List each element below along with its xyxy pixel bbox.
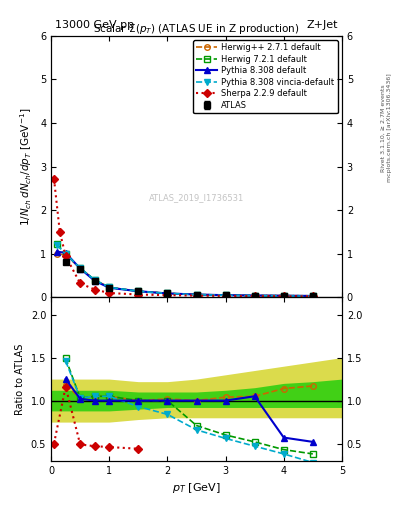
Herwig++ 2.7.1 default	[165, 290, 170, 296]
Pythia 8.308 vincia-default	[55, 242, 59, 248]
Pythia 8.308 vincia-default	[165, 290, 170, 296]
Herwig 7.2.1 default	[55, 241, 59, 247]
Sherpa 2.2.9 default	[57, 229, 62, 235]
Sherpa 2.2.9 default	[310, 293, 315, 300]
Line: Sherpa 2.2.9 default: Sherpa 2.2.9 default	[51, 176, 316, 299]
Pythia 8.308 default	[194, 291, 199, 297]
Pythia 8.308 default	[63, 250, 68, 256]
Sherpa 2.2.9 default	[136, 291, 141, 297]
Herwig++ 2.7.1 default	[136, 288, 141, 294]
Herwig 7.2.1 default	[252, 292, 257, 298]
Pythia 8.308 vincia-default	[78, 265, 83, 271]
Title: Scalar $\Sigma(p_T)$ (ATLAS UE in Z production): Scalar $\Sigma(p_T)$ (ATLAS UE in Z prod…	[93, 22, 300, 36]
Y-axis label: Ratio to ATLAS: Ratio to ATLAS	[15, 344, 25, 415]
Sherpa 2.2.9 default	[92, 286, 97, 292]
Herwig++ 2.7.1 default	[223, 292, 228, 298]
Herwig 7.2.1 default	[165, 290, 170, 296]
Pythia 8.308 default	[281, 293, 286, 299]
Herwig 7.2.1 default	[78, 265, 83, 271]
Pythia 8.308 default	[78, 266, 83, 272]
Pythia 8.308 default	[252, 292, 257, 298]
Sherpa 2.2.9 default	[252, 293, 257, 299]
Pythia 8.308 vincia-default	[281, 293, 286, 299]
Text: ATLAS_2019_I1736531: ATLAS_2019_I1736531	[149, 194, 244, 202]
Pythia 8.308 vincia-default	[63, 251, 68, 257]
Sherpa 2.2.9 default	[165, 292, 170, 298]
Pythia 8.308 vincia-default	[223, 292, 228, 298]
Herwig 7.2.1 default	[223, 292, 228, 298]
Pythia 8.308 vincia-default	[92, 277, 97, 283]
Sherpa 2.2.9 default	[223, 293, 228, 299]
Sherpa 2.2.9 default	[51, 176, 56, 182]
Herwig 7.2.1 default	[107, 284, 112, 290]
Herwig++ 2.7.1 default	[55, 251, 59, 257]
Sherpa 2.2.9 default	[194, 292, 199, 298]
Text: 13000 GeV pp: 13000 GeV pp	[55, 20, 134, 30]
Pythia 8.308 default	[55, 248, 59, 254]
Herwig++ 2.7.1 default	[281, 292, 286, 298]
Sherpa 2.2.9 default	[281, 293, 286, 300]
X-axis label: $p_T$ [GeV]: $p_T$ [GeV]	[172, 481, 221, 495]
Pythia 8.308 default	[107, 285, 112, 291]
Text: Z+Jet: Z+Jet	[307, 20, 338, 30]
Line: Pythia 8.308 default: Pythia 8.308 default	[54, 249, 316, 298]
Pythia 8.308 vincia-default	[252, 293, 257, 299]
Pythia 8.308 default	[136, 288, 141, 294]
Pythia 8.308 vincia-default	[107, 284, 112, 290]
Line: Herwig 7.2.1 default: Herwig 7.2.1 default	[54, 241, 316, 298]
Text: mcplots.cern.ch [arXiv:1306.3436]: mcplots.cern.ch [arXiv:1306.3436]	[387, 74, 391, 182]
Herwig 7.2.1 default	[136, 288, 141, 294]
Herwig 7.2.1 default	[63, 251, 68, 257]
Herwig++ 2.7.1 default	[194, 291, 199, 297]
Herwig 7.2.1 default	[281, 292, 286, 298]
Y-axis label: $1/N_{ch}\,dN_{ch}/dp_T$ [GeV$^{-1}$]: $1/N_{ch}\,dN_{ch}/dp_T$ [GeV$^{-1}$]	[18, 108, 35, 226]
Herwig++ 2.7.1 default	[92, 277, 97, 283]
Herwig++ 2.7.1 default	[78, 265, 83, 271]
Herwig++ 2.7.1 default	[107, 284, 112, 290]
Herwig 7.2.1 default	[194, 291, 199, 297]
Line: Pythia 8.308 vincia-default: Pythia 8.308 vincia-default	[54, 242, 316, 299]
Sherpa 2.2.9 default	[78, 281, 83, 287]
Pythia 8.308 default	[223, 292, 228, 298]
Legend: Herwig++ 2.7.1 default, Herwig 7.2.1 default, Pythia 8.308 default, Pythia 8.308: Herwig++ 2.7.1 default, Herwig 7.2.1 def…	[193, 40, 338, 113]
Sherpa 2.2.9 default	[63, 253, 68, 259]
Line: Herwig++ 2.7.1 default: Herwig++ 2.7.1 default	[54, 251, 316, 298]
Herwig++ 2.7.1 default	[252, 292, 257, 298]
Pythia 8.308 vincia-default	[194, 291, 199, 297]
Herwig++ 2.7.1 default	[310, 293, 315, 299]
Pythia 8.308 default	[165, 290, 170, 296]
Herwig 7.2.1 default	[92, 277, 97, 283]
Herwig 7.2.1 default	[310, 293, 315, 299]
Herwig++ 2.7.1 default	[63, 252, 68, 258]
Sherpa 2.2.9 default	[107, 290, 112, 296]
Pythia 8.308 vincia-default	[310, 293, 315, 300]
Pythia 8.308 default	[92, 278, 97, 284]
Text: Rivet 3.1.10, ≥ 2.7M events: Rivet 3.1.10, ≥ 2.7M events	[381, 84, 386, 172]
Pythia 8.308 vincia-default	[136, 288, 141, 294]
Pythia 8.308 default	[310, 293, 315, 299]
